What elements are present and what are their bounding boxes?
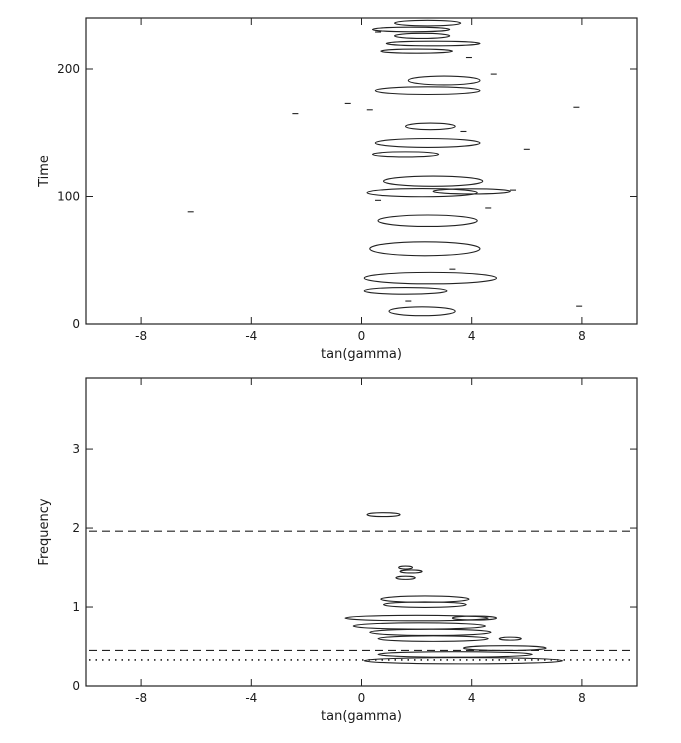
contour-level xyxy=(363,286,448,295)
contour-level xyxy=(377,651,533,658)
contour-level xyxy=(394,32,451,39)
y-axis-label: Time xyxy=(37,155,52,188)
contour-level xyxy=(369,628,492,637)
y-tick-label: 200 xyxy=(57,62,80,76)
y-tick-label: 2 xyxy=(72,521,80,535)
plot-frame xyxy=(85,17,638,325)
contour-level xyxy=(363,657,564,665)
contour-level xyxy=(451,615,498,621)
contour-level xyxy=(371,26,451,33)
x-tick-label: -8 xyxy=(135,329,147,343)
contour-level xyxy=(380,595,470,603)
contour-level xyxy=(377,635,489,642)
contour-level xyxy=(369,241,481,257)
contour-level xyxy=(399,569,423,574)
contour-level xyxy=(394,19,462,27)
contour-level xyxy=(385,40,481,47)
x-axis-label: tan(gamma) xyxy=(321,709,402,724)
contour-level xyxy=(363,271,498,285)
contour-level xyxy=(366,512,401,518)
contour-level xyxy=(462,645,547,652)
contour-level xyxy=(380,48,453,54)
y-tick-label: 3 xyxy=(72,442,80,456)
contour-level xyxy=(407,75,481,86)
x-tick-label: -8 xyxy=(135,691,147,705)
x-tick-label: 8 xyxy=(578,329,586,343)
x-tick-label: -4 xyxy=(245,691,257,705)
x-tick-label: 0 xyxy=(358,691,366,705)
panel-2: -8 -4 0 4 8 0 1 2 3 tan(gamma) Frequency xyxy=(37,377,638,724)
x-axis-label: tan(gamma) xyxy=(321,347,402,362)
y-axis-label: Frequency xyxy=(37,498,52,565)
contour-level xyxy=(374,86,481,96)
contour-level xyxy=(432,188,511,195)
y-tick-label: 0 xyxy=(72,317,80,331)
contour-level xyxy=(344,614,489,622)
contour-level xyxy=(374,137,481,148)
contour-level xyxy=(395,575,416,580)
x-tick-label: 8 xyxy=(578,691,586,705)
panel-1: -8 -4 0 4 8 0 100 200 tan(gamma) Time xyxy=(37,17,638,362)
contour-level xyxy=(398,565,414,570)
contour-level xyxy=(405,122,456,131)
contour-level xyxy=(352,622,487,630)
contour-level xyxy=(388,306,456,317)
x-tick-label: 4 xyxy=(468,691,476,705)
contour-level xyxy=(498,636,522,641)
plot-frame xyxy=(85,377,638,687)
contour-level xyxy=(382,601,467,608)
x-tick-label: 0 xyxy=(358,329,366,343)
x-tick-label: 4 xyxy=(468,329,476,343)
contour-level xyxy=(382,175,484,187)
y-tick-label: 1 xyxy=(72,600,80,614)
y-tick-label: 0 xyxy=(72,679,80,693)
y-tick-label: 100 xyxy=(57,190,80,204)
contour-level xyxy=(371,151,440,158)
contour-level xyxy=(366,188,478,198)
x-tick-label: -4 xyxy=(245,329,257,343)
contour-level xyxy=(377,214,478,228)
